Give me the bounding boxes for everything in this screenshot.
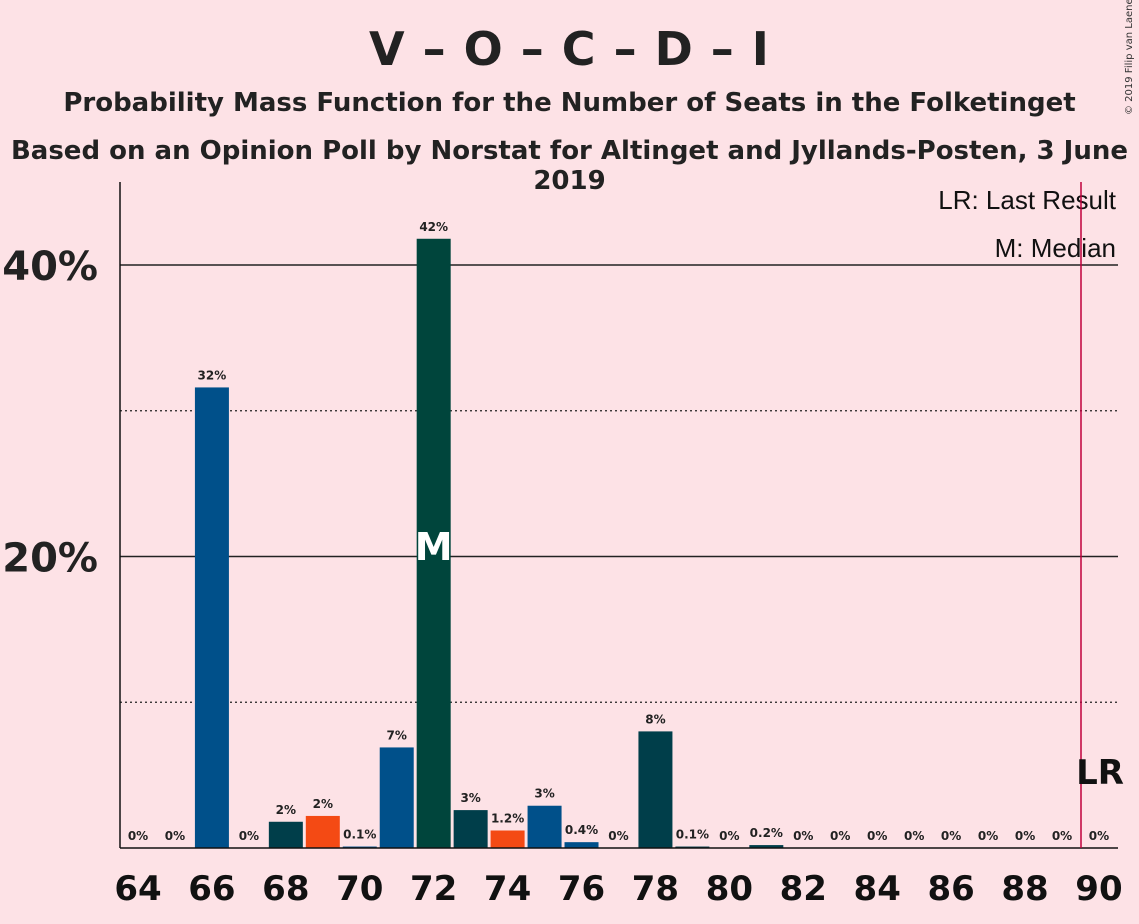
chart-title: V – O – C – D – I <box>369 22 770 76</box>
x-tick-label: 80 <box>706 869 753 909</box>
bar <box>564 842 599 848</box>
bar-data-label: 32% <box>198 368 227 382</box>
bar <box>527 805 562 848</box>
bar-data-label: 0% <box>608 829 628 843</box>
bar-data-label: 7% <box>387 728 407 742</box>
bar-data-label: 0% <box>1015 829 1035 843</box>
x-tick-label: 66 <box>188 869 235 909</box>
bar-data-label: 0.1% <box>676 828 709 842</box>
y-tick-label: 40% <box>2 244 98 290</box>
bar-data-label: 8% <box>645 712 665 726</box>
x-tick-label: 64 <box>114 869 161 909</box>
legend-entry: LR: Last Result <box>938 185 1117 215</box>
last-result-label: LR <box>1076 753 1124 793</box>
x-tick-label: 82 <box>780 869 827 909</box>
chart-source-line: Based on an Opinion Poll by Norstat for … <box>10 136 1129 196</box>
y-tick-label: 20% <box>2 536 98 582</box>
bar-data-label: 0% <box>867 829 887 843</box>
bar-data-label: 0% <box>239 829 259 843</box>
bar-data-label: 0% <box>830 829 850 843</box>
bar-data-label: 0.4% <box>565 823 598 837</box>
x-tick-label: 68 <box>262 869 309 909</box>
bar-data-label: 0% <box>978 829 998 843</box>
bar <box>268 821 303 848</box>
bar-data-label: 0% <box>1089 829 1109 843</box>
bar-data-label: 1.2% <box>491 812 524 826</box>
bar <box>638 731 673 848</box>
bar-data-label: 0.1% <box>343 828 376 842</box>
bar-data-label: 0% <box>941 829 961 843</box>
x-tick-label: 70 <box>336 869 383 909</box>
x-tick-label: 86 <box>927 869 974 909</box>
bar-data-label: 42% <box>419 220 448 234</box>
bar-data-label: 3% <box>534 787 554 801</box>
bar <box>194 387 229 848</box>
bar <box>305 815 340 848</box>
bar-data-label: 0% <box>1052 829 1072 843</box>
x-tick-label: 78 <box>632 869 679 909</box>
bar <box>379 747 414 848</box>
x-tick-label: 72 <box>410 869 457 909</box>
bar <box>416 238 451 848</box>
chart-subtitle: Probability Mass Function for the Number… <box>63 88 1076 118</box>
x-tick-label: 88 <box>1001 869 1048 909</box>
bar-data-label: 0% <box>165 829 185 843</box>
x-tick-label: 74 <box>484 869 531 909</box>
bar-data-label: 3% <box>460 791 480 805</box>
x-tick-label: 90 <box>1075 869 1122 909</box>
bar-data-label: 2% <box>276 803 296 817</box>
bar <box>453 810 488 848</box>
bar-data-label: 0% <box>793 829 813 843</box>
bar-data-label: 0.2% <box>750 826 783 840</box>
bar <box>749 845 784 848</box>
x-tick-label: 76 <box>558 869 605 909</box>
median-marker: M <box>415 525 453 569</box>
bar-data-label: 2% <box>313 797 333 811</box>
bar <box>490 830 525 848</box>
bar-data-label: 0% <box>719 829 739 843</box>
bar-data-label: 0% <box>128 829 148 843</box>
x-tick-label: 84 <box>854 869 901 909</box>
legend-entry: M: Median <box>995 233 1116 263</box>
bar-data-label: 0% <box>904 829 924 843</box>
